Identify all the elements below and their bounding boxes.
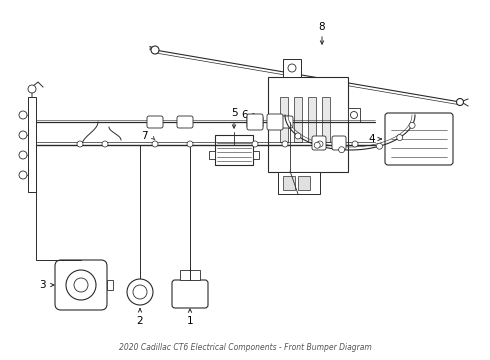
Circle shape: [66, 270, 96, 300]
Bar: [283, 176, 295, 190]
FancyBboxPatch shape: [267, 114, 283, 130]
Bar: [280, 97, 288, 142]
Circle shape: [252, 141, 258, 147]
Text: 6: 6: [242, 110, 248, 120]
Text: 3: 3: [39, 280, 46, 290]
Circle shape: [19, 111, 27, 119]
Circle shape: [288, 64, 296, 72]
Circle shape: [317, 141, 323, 147]
Circle shape: [152, 141, 158, 147]
Bar: [28, 97, 36, 192]
FancyBboxPatch shape: [177, 116, 193, 128]
Circle shape: [339, 147, 344, 153]
Bar: [268, 77, 348, 172]
Circle shape: [19, 131, 27, 139]
Text: 1: 1: [187, 316, 194, 326]
Text: 5: 5: [231, 108, 237, 118]
FancyBboxPatch shape: [247, 116, 263, 128]
FancyBboxPatch shape: [277, 116, 293, 128]
Circle shape: [19, 171, 27, 179]
Bar: [308, 97, 316, 142]
Circle shape: [314, 142, 320, 148]
Bar: [215, 135, 253, 165]
Text: 8: 8: [318, 22, 325, 32]
Bar: [294, 97, 302, 142]
FancyBboxPatch shape: [247, 114, 263, 130]
Circle shape: [102, 141, 108, 147]
Circle shape: [282, 141, 288, 147]
Bar: [253, 151, 259, 159]
Bar: [298, 176, 310, 190]
Circle shape: [295, 133, 301, 139]
Circle shape: [457, 99, 464, 105]
Bar: [283, 59, 301, 77]
Circle shape: [352, 141, 358, 147]
Text: 7: 7: [142, 131, 148, 141]
Bar: [107, 280, 113, 290]
Bar: [278, 172, 320, 194]
FancyBboxPatch shape: [147, 116, 163, 128]
Circle shape: [376, 143, 383, 149]
Bar: [322, 97, 330, 142]
Circle shape: [151, 46, 159, 54]
Circle shape: [74, 278, 88, 292]
Bar: [180, 270, 200, 280]
Bar: [209, 151, 215, 159]
Circle shape: [397, 135, 403, 140]
Circle shape: [77, 141, 83, 147]
Circle shape: [28, 85, 36, 93]
FancyBboxPatch shape: [172, 280, 208, 308]
Circle shape: [127, 279, 153, 305]
Circle shape: [19, 151, 27, 159]
Text: 2020 Cadillac CT6 Electrical Components - Front Bumper Diagram: 2020 Cadillac CT6 Electrical Components …: [119, 343, 371, 352]
Text: 2: 2: [137, 316, 143, 326]
Text: 4: 4: [368, 134, 375, 144]
FancyBboxPatch shape: [385, 113, 453, 165]
Bar: [348, 108, 360, 122]
FancyBboxPatch shape: [55, 260, 107, 310]
Circle shape: [409, 122, 415, 129]
FancyBboxPatch shape: [312, 136, 326, 150]
Circle shape: [350, 112, 358, 118]
Circle shape: [133, 285, 147, 299]
FancyBboxPatch shape: [332, 136, 346, 150]
Circle shape: [187, 141, 193, 147]
